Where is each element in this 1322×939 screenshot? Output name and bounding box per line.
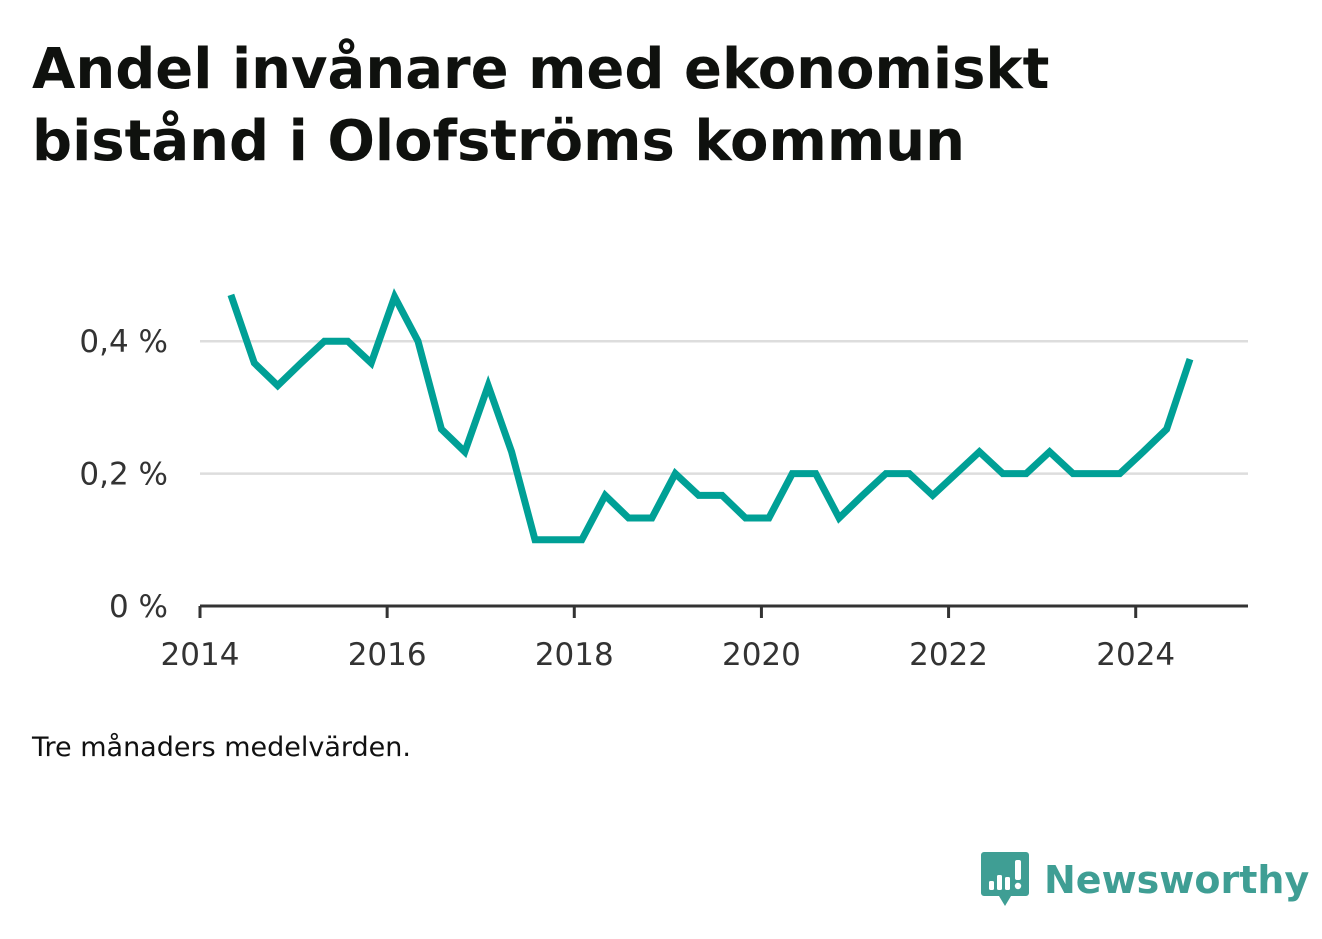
y-axis: 0 % 0,2 % 0,4 % bbox=[79, 324, 168, 625]
x-axis: 2014 2016 2018 2020 2022 2024 bbox=[161, 604, 1248, 673]
x-tick-label: 2016 bbox=[348, 637, 427, 673]
x-tick-label: 2022 bbox=[909, 637, 988, 673]
y-tick-label: 0,2 % bbox=[79, 457, 168, 493]
x-tick-label: 2024 bbox=[1096, 637, 1175, 673]
chart-title: Andel invånare med ekonomiskt bistånd i … bbox=[32, 37, 1050, 174]
series-line bbox=[227, 288, 1194, 544]
line-chart: 0 % 0,2 % 0,4 % 2014 2016 2018 2020 2022 2024 bbox=[79, 288, 1248, 673]
x-tick-label: 2018 bbox=[535, 637, 614, 673]
newsworthy-logo-icon bbox=[981, 852, 1029, 906]
brand-logo: Newsworthy bbox=[980, 850, 1309, 910]
x-tick-label: 2020 bbox=[722, 637, 801, 673]
y-tick-label: 0 % bbox=[109, 589, 168, 625]
series-layer bbox=[227, 288, 1194, 544]
grid-lines bbox=[200, 339, 1248, 475]
y-tick-label: 0,4 % bbox=[79, 324, 168, 360]
footnote: Tre månaders medelvärden. bbox=[32, 732, 411, 763]
brand-name: Newsworthy bbox=[1044, 858, 1310, 902]
x-tick-label: 2014 bbox=[161, 637, 240, 673]
